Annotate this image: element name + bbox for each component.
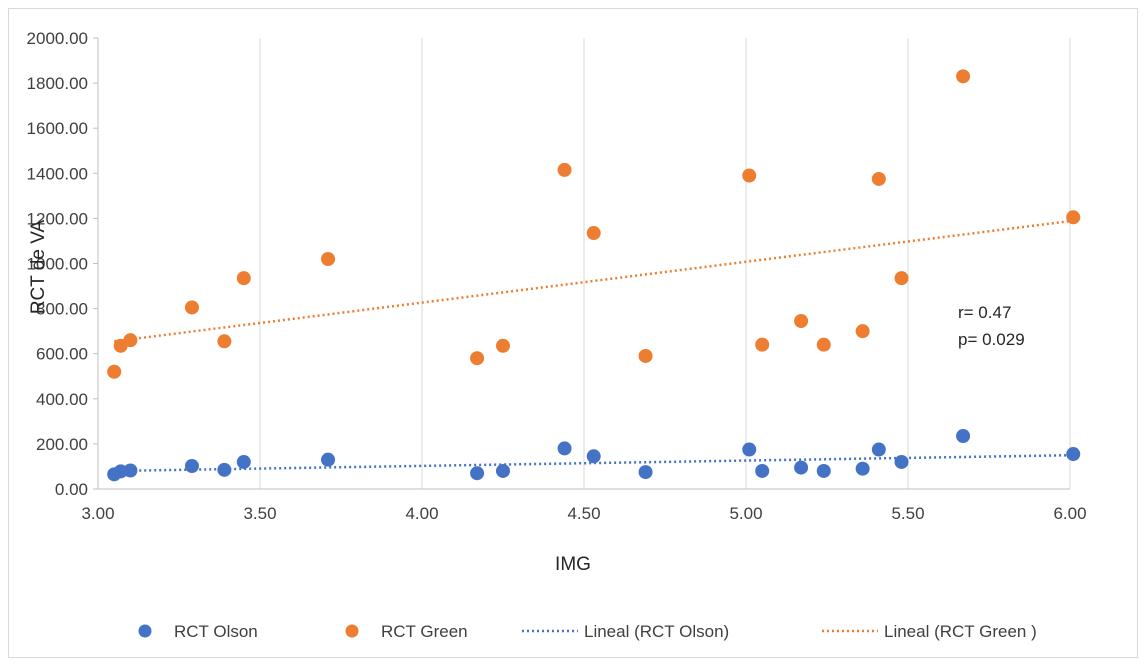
data-point-green bbox=[871, 171, 886, 186]
y-tick-label: 1400.00 bbox=[27, 164, 88, 183]
x-axis-title: IMG bbox=[555, 554, 591, 575]
data-point-olson bbox=[496, 463, 510, 478]
legend-label-olson: RCT Olson bbox=[174, 622, 258, 641]
data-point-olson bbox=[742, 442, 757, 457]
data-point-olson bbox=[184, 458, 199, 473]
y-tick-label: 1800.00 bbox=[27, 74, 88, 93]
x-tick-label: 6.00 bbox=[1053, 504, 1086, 523]
legend-label-trend-olson: Lineal (RCT Olson) bbox=[584, 622, 729, 641]
x-tick-label: 5.00 bbox=[729, 504, 762, 523]
data-point-green bbox=[217, 334, 232, 349]
y-tick-label: 600.00 bbox=[36, 345, 88, 364]
legend-label-green: RCT Green bbox=[381, 622, 468, 641]
data-point-olson bbox=[794, 460, 809, 475]
legend-label-trend-green: Lineal (RCT Green ) bbox=[884, 622, 1037, 641]
data-point-green bbox=[123, 333, 138, 348]
data-point-olson bbox=[816, 463, 831, 478]
trendlines bbox=[114, 219, 1074, 473]
data-point-olson bbox=[755, 463, 770, 478]
data-point-green bbox=[816, 337, 831, 352]
data-point-olson bbox=[123, 463, 138, 478]
data-point-green bbox=[1066, 210, 1081, 225]
y-tick-label: 0.00 bbox=[55, 480, 88, 499]
data-point-olson bbox=[1066, 447, 1081, 462]
legend: RCT Olson RCT Green Lineal (RCT Olson) L… bbox=[138, 622, 1037, 641]
x-tick-label: 4.00 bbox=[405, 504, 438, 523]
y-tick-label: 2000.00 bbox=[27, 29, 88, 48]
y-tick-label: 1600.00 bbox=[27, 119, 88, 138]
data-point-green bbox=[894, 271, 909, 286]
x-tick-label: 4.50 bbox=[567, 504, 600, 523]
data-point-green bbox=[557, 162, 572, 177]
data-point-green bbox=[755, 337, 770, 352]
data-point-olson bbox=[638, 465, 653, 480]
data-point-green bbox=[236, 271, 251, 286]
x-tick-label: 3.00 bbox=[81, 504, 114, 523]
tick-labels: 3.00 3.50 4.00 4.50 5.00 5.50 6.00 0.00 200.00 40… bbox=[27, 29, 1087, 523]
data-point-green bbox=[855, 324, 870, 339]
data-point-olson bbox=[321, 452, 336, 467]
data-point-olson bbox=[956, 429, 971, 444]
data-point-green bbox=[496, 338, 510, 353]
y-axis-title: RCT de VA bbox=[28, 220, 49, 315]
data-point-olson bbox=[586, 449, 601, 464]
data-point-green bbox=[586, 226, 601, 241]
data-point-green bbox=[742, 168, 757, 183]
data-point-olson bbox=[557, 441, 572, 456]
legend-marker-green bbox=[345, 624, 359, 638]
data-point-olson bbox=[871, 442, 886, 457]
data-point-olson bbox=[217, 462, 232, 477]
data-point-green bbox=[107, 364, 122, 379]
y-tick-label: 200.00 bbox=[36, 435, 88, 454]
x-tick-label: 3.50 bbox=[243, 504, 276, 523]
data-point-olson bbox=[855, 461, 870, 476]
x-tick-label: 5.50 bbox=[891, 504, 924, 523]
y-tick-label: 1200.00 bbox=[27, 209, 88, 228]
chart-frame bbox=[8, 8, 1138, 658]
data-point-olson bbox=[470, 466, 485, 481]
data-points bbox=[107, 69, 1081, 482]
y-tick-label: 400.00 bbox=[36, 390, 88, 409]
data-point-green bbox=[794, 314, 809, 329]
legend-marker-olson bbox=[138, 624, 152, 638]
data-point-green bbox=[638, 348, 653, 363]
data-point-olson bbox=[894, 454, 909, 469]
trendline-green bbox=[114, 219, 1074, 343]
grid-lines bbox=[259, 38, 1071, 489]
y-tick-label: 800.00 bbox=[36, 300, 88, 319]
data-point-green bbox=[470, 351, 485, 366]
data-point-olson bbox=[236, 454, 251, 469]
axes bbox=[93, 37, 1070, 490]
data-point-green bbox=[321, 251, 336, 266]
y-tick-label: 1000.00 bbox=[27, 255, 88, 274]
annotation-r: r= 0.47 bbox=[958, 303, 1011, 322]
annotation-p: p= 0.029 bbox=[958, 330, 1025, 349]
data-point-green bbox=[956, 69, 971, 84]
data-point-green bbox=[184, 300, 199, 315]
